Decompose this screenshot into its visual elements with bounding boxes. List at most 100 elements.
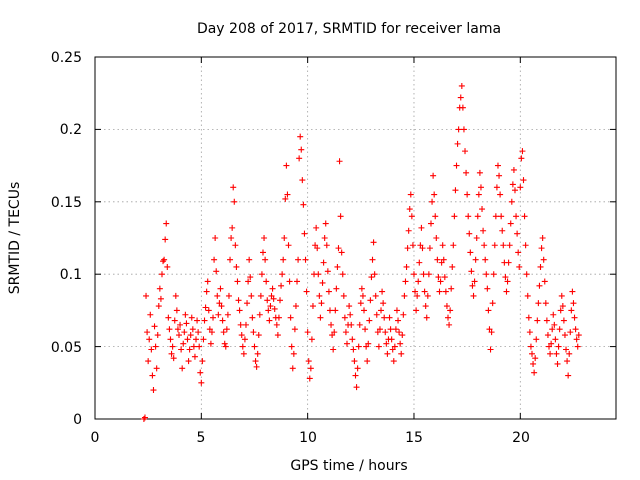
data-point (316, 292, 323, 299)
data-point (255, 332, 262, 339)
data-point (359, 292, 366, 299)
data-point (164, 263, 171, 270)
data-point (491, 242, 498, 249)
y-tick-label: 0.15 (51, 195, 82, 211)
data-point (265, 307, 272, 314)
data-point (353, 384, 360, 391)
data-point (526, 329, 533, 336)
data-point (140, 416, 147, 422)
data-point (435, 274, 442, 281)
data-point (553, 350, 560, 357)
data-point (510, 166, 517, 173)
data-point (469, 282, 476, 289)
data-point (269, 285, 276, 292)
data-point (445, 314, 452, 321)
data-point (419, 245, 426, 252)
data-point (392, 326, 399, 333)
data-point (383, 340, 390, 347)
data-point (166, 326, 173, 333)
data-point (422, 303, 429, 310)
data-point (290, 350, 297, 357)
data-point (418, 224, 425, 231)
data-point (549, 326, 556, 333)
data-point (263, 278, 270, 285)
data-point (446, 321, 453, 328)
data-point (336, 158, 343, 165)
data-point (179, 365, 186, 372)
y-tick-label: 0.25 (51, 50, 82, 66)
data-point (568, 307, 575, 314)
data-point (178, 346, 185, 353)
data-point (571, 314, 578, 321)
data-point (407, 191, 414, 198)
data-point (280, 256, 287, 263)
data-point (258, 271, 265, 278)
data-point (441, 274, 448, 281)
data-point (334, 263, 341, 270)
x-tick-label: 15 (405, 430, 423, 446)
data-point (479, 206, 486, 213)
data-point (483, 271, 490, 278)
data-point (387, 326, 394, 333)
data-point (347, 311, 354, 318)
data-point (413, 307, 420, 314)
data-point (421, 288, 428, 295)
data-point (300, 201, 307, 208)
data-point (434, 256, 441, 263)
x-tick-label: 0 (91, 430, 100, 446)
data-point (217, 285, 224, 292)
data-point (144, 329, 151, 336)
data-point (309, 303, 316, 310)
data-point (513, 213, 520, 220)
data-point (365, 340, 372, 347)
data-point (273, 321, 280, 328)
data-point (349, 336, 356, 343)
data-point (157, 295, 164, 302)
data-point (561, 332, 568, 339)
data-point (472, 256, 479, 263)
data-point (430, 172, 437, 179)
data-point (471, 278, 478, 285)
data-point (261, 235, 268, 241)
data-point (210, 314, 217, 321)
data-point (533, 336, 540, 343)
data-point (211, 256, 218, 263)
data-point (254, 350, 261, 357)
data-point (573, 336, 580, 343)
data-point (165, 314, 172, 321)
data-point (244, 300, 251, 307)
data-point (173, 307, 180, 314)
data-point (356, 321, 363, 328)
data-point (436, 288, 443, 295)
data-point (266, 317, 273, 324)
data-point (288, 343, 295, 350)
data-point (285, 242, 292, 249)
data-point (302, 256, 309, 263)
data-point (390, 358, 397, 365)
data-point (477, 184, 484, 191)
data-point (452, 187, 459, 194)
data-point (519, 148, 526, 155)
data-point (174, 326, 181, 333)
data-point (155, 303, 162, 310)
data-point (425, 271, 432, 278)
data-points (140, 82, 582, 422)
data-point (404, 245, 411, 252)
data-point (338, 249, 345, 256)
data-point (343, 340, 350, 347)
data-point (286, 278, 293, 285)
data-point (503, 288, 510, 295)
data-point (212, 235, 219, 241)
data-point (337, 213, 344, 220)
data-point (199, 358, 206, 365)
data-point (303, 288, 310, 295)
data-point (364, 358, 371, 365)
data-point (351, 358, 358, 365)
data-point (460, 126, 467, 133)
data-point (424, 292, 431, 299)
data-point (172, 292, 179, 299)
data-point (459, 104, 466, 111)
data-point (492, 213, 499, 220)
data-point (184, 336, 191, 343)
data-point (465, 213, 472, 220)
